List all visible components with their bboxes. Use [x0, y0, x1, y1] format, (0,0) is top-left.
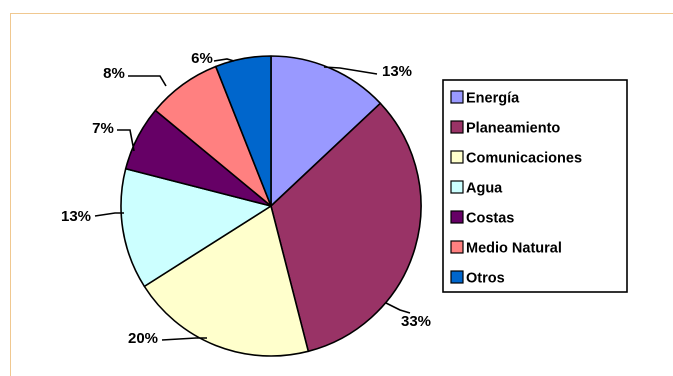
legend-label: Costas: [466, 211, 514, 227]
frame-top-border: [10, 13, 673, 14]
legend-item: Energía: [450, 90, 520, 107]
legend-box: [442, 79, 628, 293]
pie-slice-otros: [214, 55, 272, 207]
legend-swatch: [450, 180, 464, 194]
legend-swatch: [450, 90, 464, 104]
leader-lines: [94, 58, 411, 341]
legend-item: Planeamiento: [450, 120, 560, 137]
legend-item: Otros: [450, 270, 505, 287]
legend-swatch: [450, 150, 464, 164]
pie-slice-energía: [270, 55, 382, 207]
leader-line: [117, 129, 135, 152]
legend-item: Agua: [450, 180, 503, 197]
leader-line: [323, 66, 378, 75]
legend: Energía Planeamiento Comunicaciones Agua Cos…: [442, 79, 628, 293]
percentage-label: 13%: [61, 208, 91, 225]
legend-swatch: [450, 240, 464, 254]
percentage-label: 8%: [103, 65, 125, 82]
legend-item: Costas: [450, 210, 514, 227]
percentage-label: 33%: [401, 313, 431, 330]
legend-label: Medio Natural: [466, 241, 562, 257]
percentage-label: 20%: [128, 330, 158, 347]
legend-item: Medio Natural: [450, 240, 562, 257]
pie-slice-comunicaciones: [143, 205, 310, 357]
legend-label: Comunicaciones: [466, 151, 582, 167]
leader-line: [94, 212, 124, 217]
leader-line: [161, 337, 207, 341]
percentage-label: 13%: [382, 63, 412, 80]
legend-label: Planeamiento: [466, 121, 560, 137]
legend-label: Agua: [466, 181, 503, 197]
legend-item: Comunicaciones: [450, 150, 582, 167]
legend-items: Energía Planeamiento Comunicaciones Agua Cos…: [450, 90, 582, 287]
pie-slice-planeamiento: [270, 102, 422, 353]
leader-line: [128, 75, 167, 87]
frame-left-border: [10, 13, 11, 376]
legend-label: Otros: [466, 271, 505, 287]
percentage-label: 6%: [191, 50, 213, 67]
percentage-labels: 13% 33% 20% 13% 7% 8% 6%: [61, 50, 431, 347]
legend-label: Energía: [466, 91, 520, 107]
leader-line: [385, 302, 411, 314]
pie-slice-agua: [120, 167, 272, 288]
percentage-label: 7%: [92, 120, 114, 137]
legend-swatch: [450, 120, 464, 134]
legend-swatch: [450, 270, 464, 284]
legend-swatch: [450, 210, 464, 224]
pie-slices: [120, 55, 422, 357]
leader-line: [213, 58, 235, 62]
